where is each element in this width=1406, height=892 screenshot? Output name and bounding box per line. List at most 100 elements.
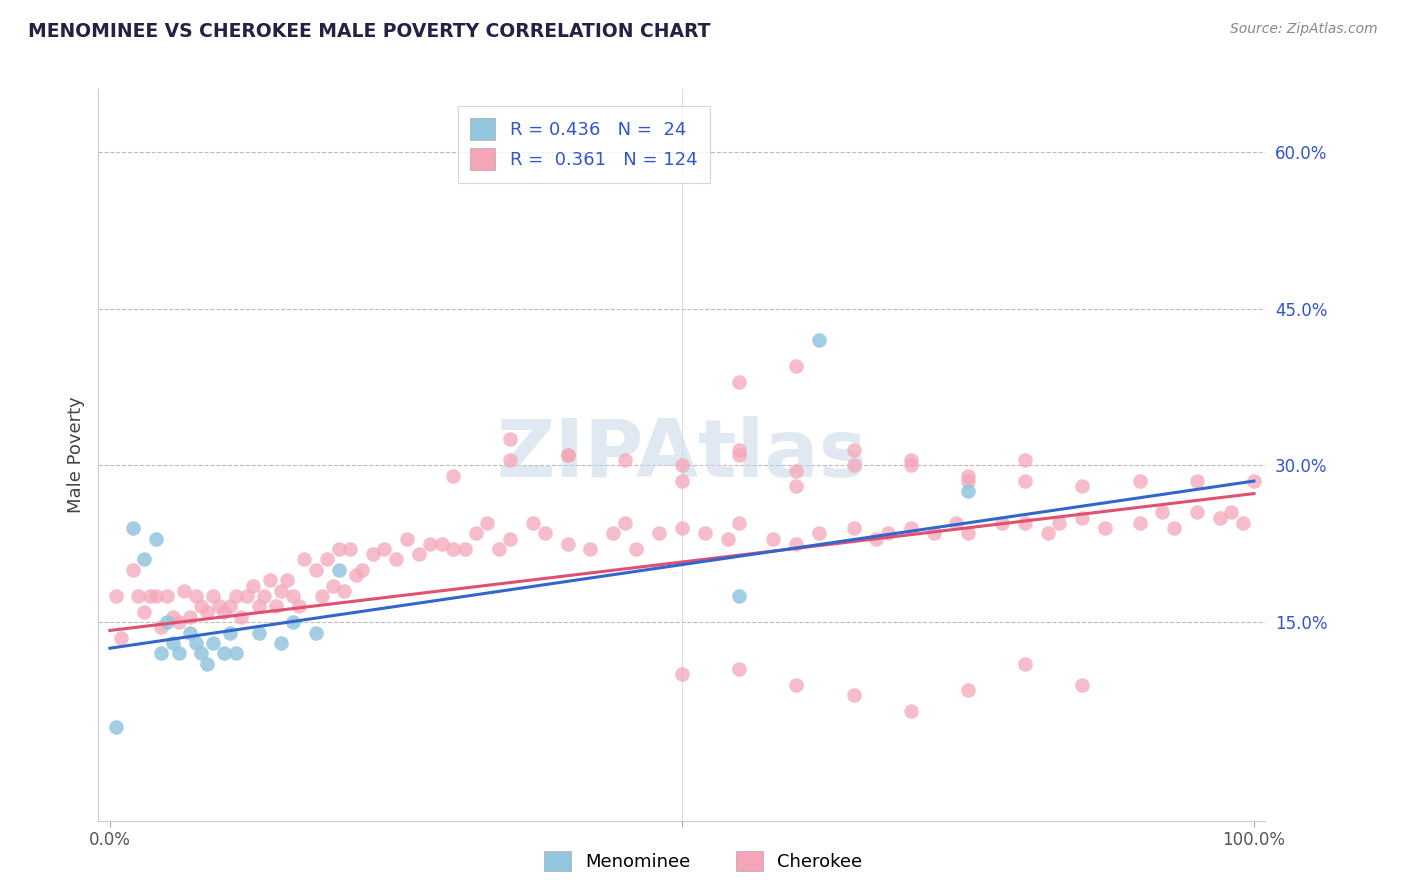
Point — [219, 599, 242, 614]
Point — [499, 532, 522, 546]
Point — [396, 532, 419, 546]
Point — [1185, 505, 1208, 519]
Point — [270, 583, 292, 598]
Point — [1014, 516, 1036, 530]
Point — [225, 589, 247, 603]
Point — [195, 657, 218, 671]
Point — [311, 589, 333, 603]
Point — [1220, 505, 1243, 519]
Point — [728, 375, 751, 389]
Point — [533, 526, 555, 541]
Point — [465, 526, 488, 541]
Point — [991, 516, 1014, 530]
Point — [316, 552, 339, 566]
Point — [499, 453, 522, 467]
Legend: Menominee, Cherokee: Menominee, Cherokee — [537, 844, 869, 879]
Point — [253, 589, 276, 603]
Point — [242, 578, 264, 592]
Point — [613, 453, 636, 467]
Point — [214, 605, 236, 619]
Point — [557, 448, 579, 462]
Point — [900, 453, 922, 467]
Point — [167, 615, 190, 629]
Point — [104, 589, 127, 603]
Point — [579, 541, 602, 556]
Point — [728, 662, 751, 676]
Point — [1014, 474, 1036, 488]
Point — [624, 541, 647, 556]
Point — [134, 552, 156, 566]
Point — [179, 610, 201, 624]
Point — [145, 589, 167, 603]
Point — [728, 516, 751, 530]
Text: Source: ZipAtlas.com: Source: ZipAtlas.com — [1230, 22, 1378, 37]
Point — [247, 599, 270, 614]
Point — [900, 521, 922, 535]
Point — [1071, 678, 1094, 692]
Point — [1208, 510, 1230, 524]
Point — [842, 442, 865, 457]
Point — [139, 589, 162, 603]
Point — [328, 563, 350, 577]
Point — [648, 526, 671, 541]
Point — [785, 464, 807, 478]
Point — [219, 625, 242, 640]
Point — [167, 647, 190, 661]
Point — [441, 541, 464, 556]
Point — [184, 636, 207, 650]
Point — [201, 589, 224, 603]
Point — [104, 720, 127, 734]
Point — [900, 458, 922, 473]
Text: MENOMINEE VS CHEROKEE MALE POVERTY CORRELATION CHART: MENOMINEE VS CHEROKEE MALE POVERTY CORRE… — [28, 22, 710, 41]
Point — [865, 532, 887, 546]
Point — [173, 583, 195, 598]
Point — [350, 563, 373, 577]
Point — [522, 516, 544, 530]
Point — [441, 468, 464, 483]
Point — [1128, 474, 1150, 488]
Point — [259, 574, 281, 588]
Point — [281, 615, 304, 629]
Point — [150, 647, 173, 661]
Point — [956, 683, 979, 698]
Point — [305, 625, 328, 640]
Text: ZIPAtlas: ZIPAtlas — [496, 416, 868, 494]
Point — [557, 537, 579, 551]
Point — [292, 552, 315, 566]
Point — [150, 620, 173, 634]
Point — [785, 359, 807, 373]
Point — [1232, 516, 1254, 530]
Y-axis label: Male Poverty: Male Poverty — [66, 397, 84, 513]
Point — [842, 521, 865, 535]
Point — [453, 541, 475, 556]
Point — [207, 599, 229, 614]
Point — [1152, 505, 1174, 519]
Point — [190, 647, 212, 661]
Point — [842, 458, 865, 473]
Point — [808, 526, 831, 541]
Point — [156, 589, 179, 603]
Point — [602, 526, 624, 541]
Point — [956, 484, 979, 499]
Point — [717, 532, 740, 546]
Point — [1185, 474, 1208, 488]
Point — [1071, 479, 1094, 493]
Point — [671, 667, 693, 681]
Point — [1036, 526, 1059, 541]
Point — [956, 468, 979, 483]
Point — [419, 537, 441, 551]
Point — [785, 537, 807, 551]
Point — [121, 563, 143, 577]
Point — [322, 578, 344, 592]
Point — [121, 521, 143, 535]
Point — [1014, 657, 1036, 671]
Point — [127, 589, 149, 603]
Point — [1163, 521, 1185, 535]
Point — [762, 532, 785, 546]
Point — [956, 474, 979, 488]
Point — [671, 458, 693, 473]
Point — [179, 625, 201, 640]
Point — [1071, 510, 1094, 524]
Point — [900, 704, 922, 718]
Point — [344, 568, 367, 582]
